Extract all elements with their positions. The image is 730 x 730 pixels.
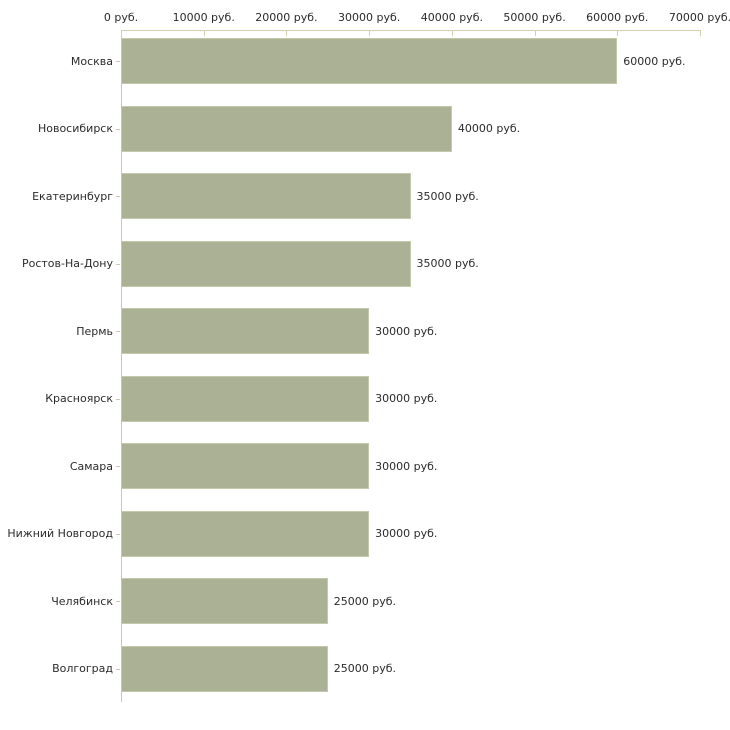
category-tick-mark [116,263,120,265]
x-tick-mark [121,31,122,36]
category-label: Нижний Новгород [7,527,113,540]
x-tick-label: 50000 руб. [503,11,566,24]
x-tick-mark [203,31,205,36]
value-label: 25000 руб. [333,594,397,608]
bar [121,578,328,624]
category-label: Волгоград [52,662,113,675]
bar-row: Самара 30000 руб. [70,435,700,502]
value-label: 35000 руб. [416,189,479,203]
plot-area: 0 руб. 10000 руб. 20000 руб. 30000 руб. 4000… [7,11,730,705]
bar-row: Красноярск 30000 руб. [45,368,700,435]
bar [121,240,411,287]
category-label: Пермь [76,324,113,338]
x-tick-label: 10000 руб. [172,11,235,24]
category-label: Москва [70,54,113,68]
category-label: Красноярск [45,392,113,405]
x-tick-label: 0 руб. [103,11,139,24]
x-tick-mark [534,31,536,36]
bar-row: Челябинск 25000 руб. [51,570,700,637]
category-tick-mark [116,533,120,535]
value-label: 30000 руб. [375,392,438,405]
bar [121,375,370,422]
value-label: 60000 руб. [623,54,686,68]
bar-row: Волгоград 25000 руб. [52,638,700,705]
bar-row: Пермь 30000 руб. [76,300,700,367]
x-tick-label: 60000 руб. [586,11,649,24]
x-tick-mark [617,31,619,36]
category-label: Челябинск [51,594,113,608]
bar-row: Новосибирск 40000 руб. [38,98,700,165]
x-tick-mark [286,31,288,36]
value-label: 30000 руб. [375,527,438,540]
bar [121,173,411,219]
value-label: 25000 руб. [333,662,397,675]
x-tick-label: 20000 руб. [255,11,318,24]
value-label: 30000 руб. [375,324,438,338]
category-tick-mark [116,466,120,467]
x-tick-label: 40000 руб. [420,11,483,24]
value-label: 40000 руб. [457,122,521,135]
bar [121,105,452,152]
x-axis-line [121,30,701,31]
bar [121,510,370,557]
bar-row: Нижний Новгород 30000 руб. [7,503,700,570]
category-label: Новосибирск [37,122,113,135]
category-tick-mark [116,668,120,670]
category-label: Ростов-На-Дону [21,257,113,270]
bar [121,38,618,84]
category-tick-mark [116,398,120,400]
x-tick-label: 70000 руб. [668,11,730,24]
bar [121,443,370,489]
x-tick-mark [700,31,701,36]
y-axis-line [121,30,122,702]
bar-row: Екатеринбург 35000 руб. [32,165,700,232]
category-label: Екатеринбург [32,189,113,203]
value-label: 35000 руб. [416,257,479,270]
bar [121,308,370,354]
bar-row: Ростов-На-Дону 35000 руб. [22,233,700,300]
x-tick-mark [369,31,371,36]
category-tick-mark [116,61,120,62]
x-tick-label: 30000 руб. [338,11,401,24]
bar [121,645,328,692]
x-tick-mark [451,31,453,36]
bar-row: Москва 60000 руб. [71,30,700,97]
category-tick-mark [116,128,120,130]
category-label: Самара [69,459,113,473]
category-tick-mark [116,331,120,332]
category-tick-mark [116,196,120,197]
category-tick-mark [116,601,120,602]
value-label: 30000 руб. [375,459,438,473]
